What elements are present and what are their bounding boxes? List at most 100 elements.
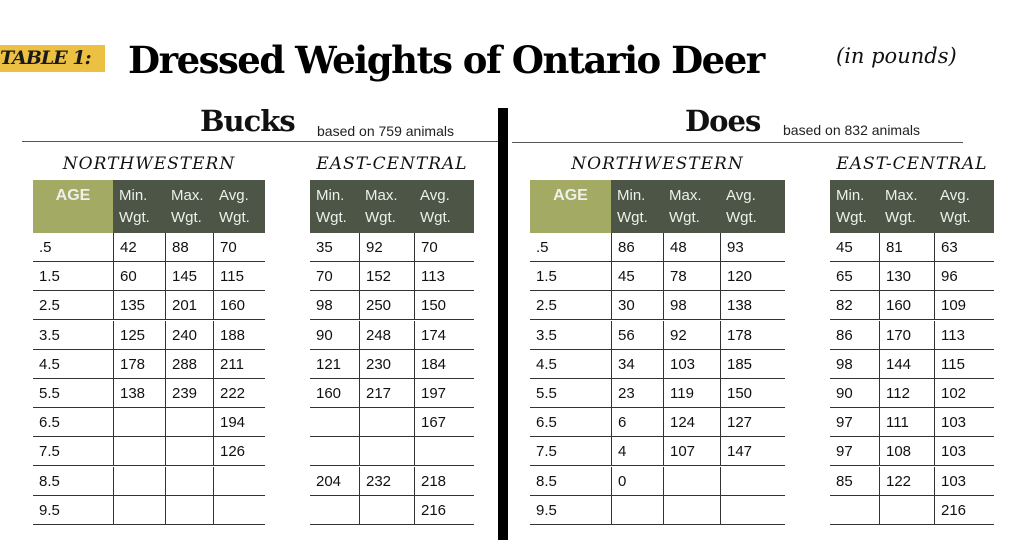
avg-weight-cell: 102	[934, 379, 994, 408]
avg-weight-cell: 167	[414, 408, 474, 438]
max-weight-header: Max. Wgt.	[165, 180, 213, 233]
max-weight-cell: 217	[359, 379, 414, 408]
max-weight-cell: 124	[663, 408, 720, 438]
avg-weight-cell: 103	[934, 408, 994, 438]
min-weight-cell	[830, 496, 879, 525]
avg-weight-cell	[414, 437, 474, 467]
min-weight-cell	[113, 408, 165, 438]
max-weight-cell: 119	[663, 379, 720, 408]
max-weight-cell: 230	[359, 349, 414, 379]
avg-weight-cell: 115	[213, 262, 265, 292]
age-cell: 5.5	[33, 379, 113, 408]
max-weight-cell: 81	[879, 233, 934, 262]
max-weight-cell: 122	[879, 466, 934, 496]
avg-weight-cell: 184	[414, 349, 474, 379]
avg-weight-cell: 160	[213, 291, 265, 321]
age-header: AGE	[33, 180, 113, 233]
does-rule	[512, 142, 963, 143]
max-weight-cell: 111	[879, 408, 934, 438]
avg-weight-header: Avg. Wgt.	[414, 180, 474, 233]
page-title: Dressed Weights of Ontario Deer	[128, 38, 765, 82]
min-weight-cell: 90	[830, 379, 879, 408]
max-weight-cell	[663, 495, 720, 525]
avg-weight-cell: 120	[720, 262, 785, 292]
min-weight-cell: 98	[830, 350, 879, 379]
max-weight-cell: 240	[165, 320, 213, 350]
avg-weight-cell: 174	[414, 320, 474, 350]
avg-weight-cell: 216	[934, 495, 994, 525]
min-weight-cell: 30	[611, 291, 663, 321]
avg-weight-cell: 185	[720, 349, 785, 379]
avg-weight-header: Avg. Wgt.	[213, 180, 265, 233]
max-weight-cell	[359, 437, 414, 467]
avg-weight-cell: 218	[414, 466, 474, 496]
age-cell: 3.5	[530, 321, 611, 350]
min-weight-cell: 42	[113, 233, 165, 262]
min-weight-cell: 121	[310, 350, 359, 379]
max-weight-cell: 107	[663, 437, 720, 467]
min-weight-cell: 56	[611, 320, 663, 350]
max-weight-cell: 112	[879, 379, 934, 408]
min-weight-cell: 125	[113, 320, 165, 350]
age-cell: .5	[33, 233, 113, 262]
does-heading: Does	[685, 104, 761, 138]
min-weight-cell: 97	[830, 437, 879, 467]
avg-weight-cell	[720, 466, 785, 496]
age-cell: 5.5	[530, 379, 611, 408]
min-weight-cell: 60	[113, 262, 165, 292]
bucks-heading: Bucks	[200, 104, 296, 138]
age-cell: 6.5	[530, 408, 611, 438]
max-weight-cell: 92	[359, 233, 414, 262]
max-weight-cell: 88	[165, 233, 213, 262]
age-cell: 9.5	[530, 496, 611, 525]
min-weight-cell	[113, 495, 165, 525]
max-weight-cell	[663, 466, 720, 496]
avg-weight-cell: 103	[934, 437, 994, 467]
max-weight-cell: 248	[359, 320, 414, 350]
max-weight-cell: 145	[165, 262, 213, 292]
avg-weight-cell: 188	[213, 320, 265, 350]
min-weight-cell: 90	[310, 321, 359, 350]
min-weight-cell	[113, 466, 165, 496]
age-cell: 4.5	[33, 350, 113, 379]
min-weight-cell: 135	[113, 291, 165, 321]
max-weight-cell: 103	[663, 349, 720, 379]
min-weight-cell: 98	[310, 291, 359, 321]
avg-weight-cell: 138	[720, 291, 785, 321]
bucks-northwestern-label: NORTHWESTERN	[62, 154, 236, 174]
max-weight-cell: 170	[879, 320, 934, 350]
section-divider	[498, 108, 508, 540]
min-weight-cell: 65	[830, 262, 879, 292]
max-weight-header: Max. Wgt.	[879, 180, 934, 233]
age-cell: 1.5	[530, 262, 611, 292]
avg-weight-cell: 216	[414, 495, 474, 525]
max-weight-cell	[165, 408, 213, 438]
max-weight-cell: 201	[165, 291, 213, 321]
min-weight-cell: 4	[611, 437, 663, 467]
avg-weight-cell: 222	[213, 379, 265, 408]
max-weight-cell: 232	[359, 466, 414, 496]
does-east-central-label: EAST-CENTRAL	[836, 154, 988, 174]
min-weight-cell	[310, 496, 359, 525]
avg-weight-cell: 127	[720, 408, 785, 438]
avg-weight-cell: 93	[720, 233, 785, 262]
avg-weight-cell: 211	[213, 349, 265, 379]
min-weight-cell	[113, 437, 165, 467]
avg-weight-cell: 70	[414, 233, 474, 262]
max-weight-cell: 144	[879, 349, 934, 379]
age-cell: 9.5	[33, 496, 113, 525]
min-weight-header: Min. Wgt.	[113, 180, 165, 233]
max-weight-cell: 130	[879, 262, 934, 292]
min-weight-cell: 34	[611, 349, 663, 379]
avg-weight-cell	[720, 495, 785, 525]
min-weight-cell	[310, 437, 359, 467]
min-weight-cell: 6	[611, 408, 663, 438]
avg-weight-cell: 109	[934, 291, 994, 321]
max-weight-cell: 108	[879, 437, 934, 467]
avg-weight-cell: 113	[414, 262, 474, 292]
avg-weight-cell: 150	[720, 379, 785, 408]
min-weight-cell: 138	[113, 379, 165, 408]
age-cell: .5	[530, 233, 611, 262]
age-cell: 8.5	[33, 467, 113, 496]
table-number-badge: TABLE 1:	[0, 45, 105, 72]
